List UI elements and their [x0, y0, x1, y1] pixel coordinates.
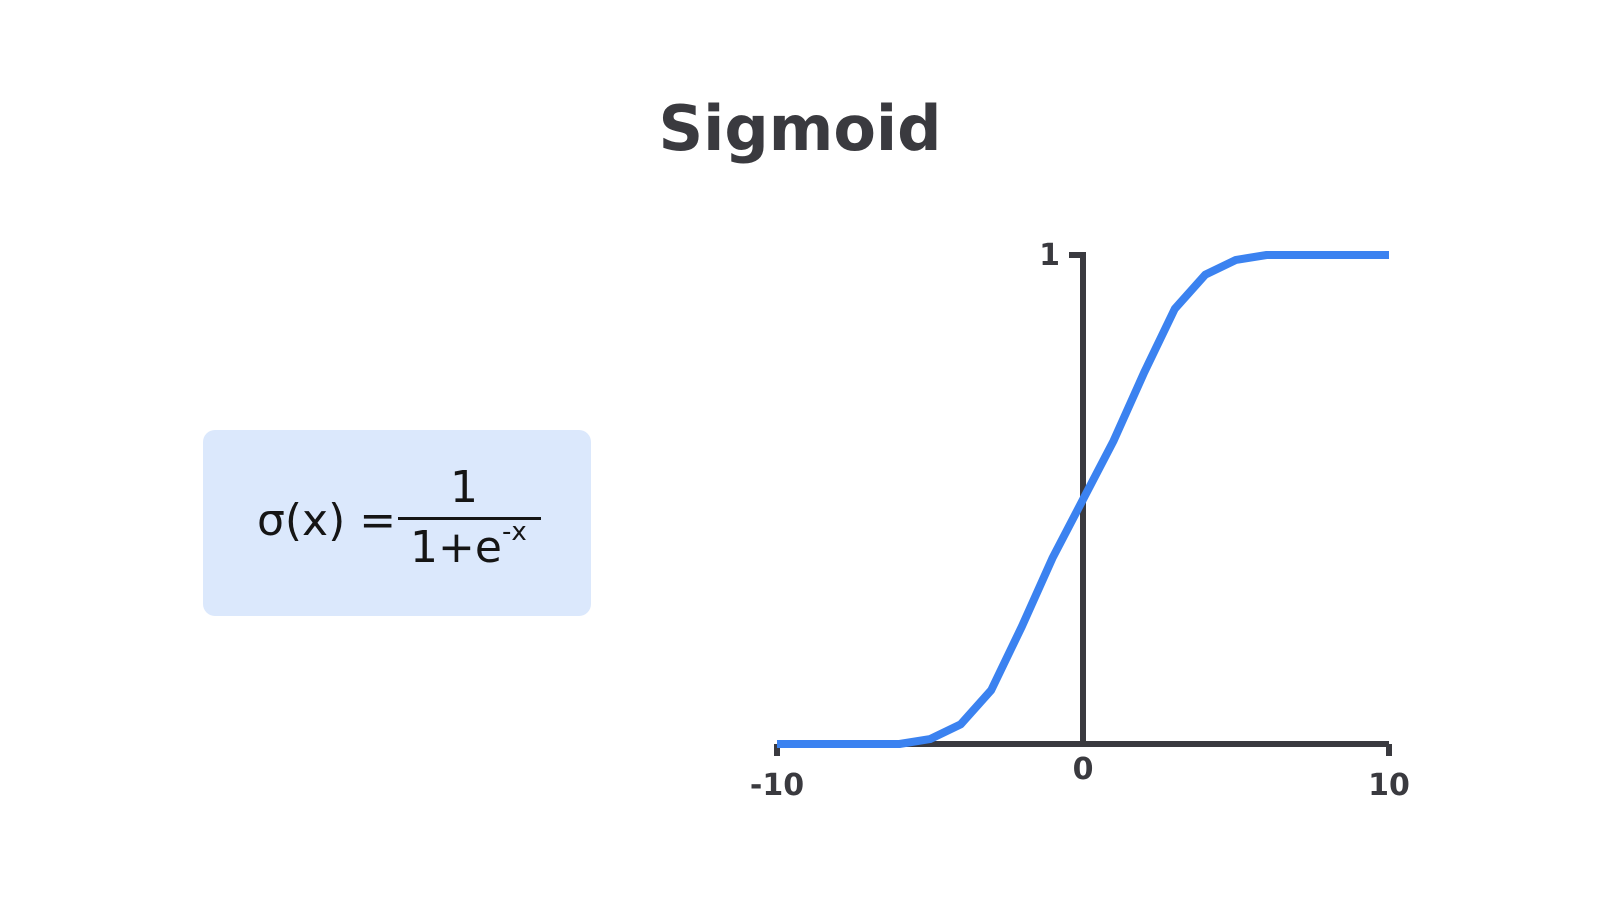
formula-exponent: -x: [501, 517, 527, 548]
chart-title: Sigmoid: [658, 92, 942, 165]
formula-denominator: 1+e-x: [410, 517, 527, 573]
x-tick-label-max: 10: [1368, 768, 1410, 803]
x-tick-label-zero: 0: [1073, 752, 1094, 787]
formula-denominator-base: 1+e: [410, 522, 502, 573]
formula-box: σ(x) = 1 1+e-x: [203, 430, 591, 616]
formula-numerator: 1: [450, 462, 478, 513]
sigmoid-curve: [777, 251, 1389, 748]
y-tick-label-max: 1: [1039, 238, 1060, 273]
x-tick-label-min: -10: [750, 768, 804, 803]
formula-lhs: σ(x) =: [257, 495, 397, 546]
fraction-bar: [398, 517, 541, 520]
